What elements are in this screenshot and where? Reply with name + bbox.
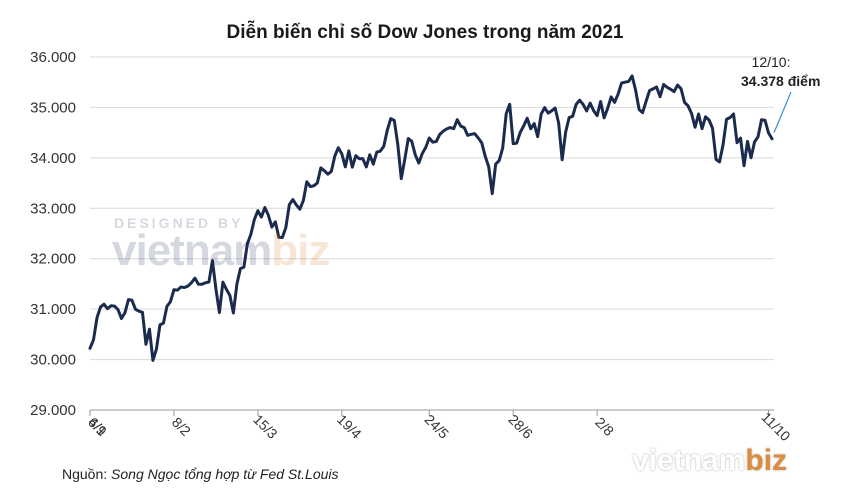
source-note: Nguồn: Song Ngọc tổng hợp từ Fed St.Loui… — [62, 466, 339, 482]
y-tick-label: 32.000 — [30, 251, 76, 268]
y-tick-label: 29.000 — [30, 402, 76, 419]
y-tick-label: 36.000 — [30, 49, 76, 66]
x-tick-label: 24/5 — [421, 411, 452, 442]
series-group — [88, 74, 774, 362]
source-text: Song Ngọc tổng hợp từ Fed St.Louis — [111, 466, 339, 482]
y-tick-label: 31.000 — [30, 301, 76, 318]
x-tick-label: 19/4 — [334, 411, 365, 442]
chart-title: Diễn biến chỉ số Dow Jones trong năm 202… — [227, 21, 624, 43]
x-tick-label: 2/8 — [592, 414, 617, 439]
x-tick-label: 8/2 — [169, 414, 194, 439]
annotation-value: 34.378 điểm — [741, 73, 820, 89]
gridlines — [90, 56, 774, 411]
y-tick-label: 30.000 — [30, 352, 76, 369]
y-tick-label: 34.000 — [30, 150, 76, 167]
series-line — [88, 74, 774, 362]
x-tick-label: 28/6 — [505, 411, 536, 442]
x-tick-label: 6/9 — [85, 414, 110, 439]
x-tick-label: 11/10 — [758, 409, 794, 445]
y-tick-label: 35.000 — [30, 99, 76, 116]
x-axis: 4/1 8/2 15/3 19/4 24/5 28/6 2/86/9 11/10 — [85, 409, 794, 445]
y-axis-ticks: 29.000 30.000 31.000 32.000 33.000 34.000 35.0… — [30, 49, 76, 419]
y-tick-label: 33.000 — [30, 200, 76, 217]
source-prefix: Nguồn: — [62, 466, 112, 482]
annotation-leader-line — [773, 91, 792, 134]
x-tick-label: 15/3 — [250, 411, 281, 442]
annotation-date: 12/10: — [752, 54, 791, 70]
